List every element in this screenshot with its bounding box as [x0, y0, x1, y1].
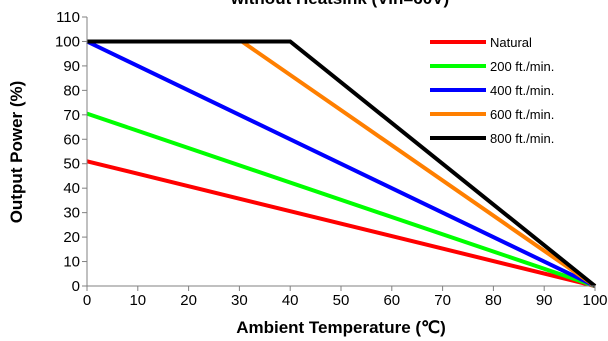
y-tick-label: 70 [63, 107, 80, 124]
series-line-5 [87, 39, 597, 288]
x-tick-label: 30 [231, 292, 248, 309]
y-axis-title: Output Power (%) [7, 81, 26, 224]
legend-label-3: 400 ft./min. [490, 83, 554, 98]
y-tick-label: 60 [63, 131, 80, 148]
chart-title: without Heatsink (Vin=60V) [230, 0, 449, 8]
y-tick-label: 110 [56, 9, 80, 26]
x-tick-label: 10 [129, 292, 146, 309]
series-line-1 [86, 159, 596, 288]
series-line-2 [86, 111, 596, 288]
legend-label-2: 200 ft./min. [490, 59, 554, 74]
x-tick-labels: 0 10 20 30 40 50 60 70 80 90 100 [83, 292, 608, 309]
x-tick-label: 40 [282, 292, 299, 309]
y-tick-label: 20 [63, 229, 80, 246]
y-tick-label: 80 [63, 82, 80, 99]
series-line-3 [86, 39, 596, 288]
x-tick-label: 70 [434, 292, 451, 309]
legend-label-5: 800 ft./min. [490, 131, 554, 146]
x-axis-title: Ambient Temperature (℃) [236, 318, 446, 337]
y-tick-label: 30 [63, 205, 80, 222]
y-tick-label: 90 [63, 58, 80, 75]
series-layer [86, 39, 597, 288]
y-tick-label: 100 [55, 33, 80, 50]
y-tick-labels: 0 10 20 30 40 50 60 70 80 90 100 110 [55, 9, 80, 295]
axes [82, 16, 596, 291]
x-tick-label: 20 [180, 292, 197, 309]
legend: Natural 200 ft./min. 400 ft./min. 600 ft./m… [430, 35, 554, 146]
x-tick-label: 90 [536, 292, 553, 309]
legend-label-4: 600 ft./min. [490, 107, 554, 122]
x-tick-label: 100 [582, 292, 607, 309]
legend-label-1: Natural [490, 35, 532, 50]
x-tick-label: 50 [333, 292, 350, 309]
y-tick-label: 40 [63, 180, 80, 197]
plot-area [87, 17, 595, 286]
y-tick-label: 50 [63, 156, 80, 173]
y-tick-label: 10 [63, 254, 80, 271]
x-tick-label: 0 [83, 292, 91, 309]
y-tick-label: 0 [72, 278, 80, 295]
x-tick-label: 60 [383, 292, 400, 309]
x-tick-label: 80 [485, 292, 502, 309]
